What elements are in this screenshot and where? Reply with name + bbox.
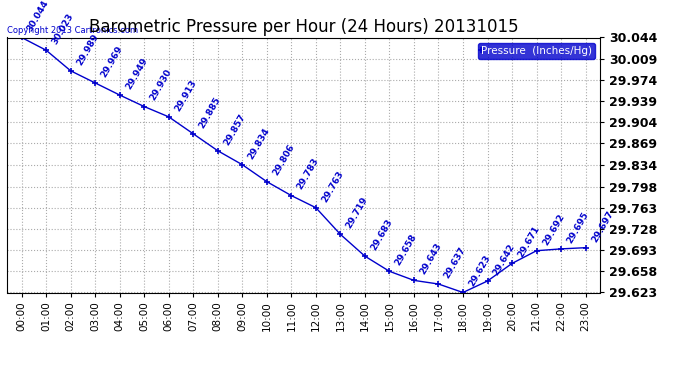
- Pressure  (Inches/Hg): [17, 35, 26, 40]
- Text: 29.783: 29.783: [295, 157, 321, 191]
- Text: 29.671: 29.671: [516, 225, 542, 259]
- Text: 29.642: 29.642: [492, 242, 517, 277]
- Text: 29.989: 29.989: [75, 32, 100, 67]
- Text: 29.763: 29.763: [320, 169, 345, 204]
- Pressure  (Inches/Hg): [42, 48, 50, 52]
- Text: 29.806: 29.806: [271, 143, 296, 177]
- Text: 29.857: 29.857: [222, 112, 247, 147]
- Pressure  (Inches/Hg): [484, 279, 492, 283]
- Pressure  (Inches/Hg): [66, 69, 75, 73]
- Pressure  (Inches/Hg): [533, 249, 541, 253]
- Pressure  (Inches/Hg): [410, 278, 418, 283]
- Text: 30.023: 30.023: [50, 12, 75, 46]
- Text: 29.623: 29.623: [467, 254, 493, 288]
- Pressure  (Inches/Hg): [189, 132, 197, 136]
- Pressure  (Inches/Hg): [214, 148, 222, 153]
- Legend: Pressure  (Inches/Hg): Pressure (Inches/Hg): [478, 43, 595, 59]
- Line: Pressure  (Inches/Hg): Pressure (Inches/Hg): [18, 34, 589, 296]
- Pressure  (Inches/Hg): [115, 93, 124, 97]
- Text: 29.683: 29.683: [369, 217, 394, 252]
- Pressure  (Inches/Hg): [287, 194, 295, 198]
- Text: 29.643: 29.643: [418, 242, 444, 276]
- Pressure  (Inches/Hg): [434, 282, 442, 286]
- Text: 29.658: 29.658: [393, 232, 419, 267]
- Pressure  (Inches/Hg): [263, 179, 271, 184]
- Pressure  (Inches/Hg): [459, 290, 467, 295]
- Text: 29.697: 29.697: [590, 209, 615, 243]
- Pressure  (Inches/Hg): [557, 247, 565, 251]
- Text: 30.044: 30.044: [26, 0, 51, 33]
- Pressure  (Inches/Hg): [91, 81, 99, 85]
- Text: 29.692: 29.692: [541, 212, 566, 246]
- Text: Copyright 2013 Cartronics.com: Copyright 2013 Cartronics.com: [7, 26, 138, 35]
- Text: 29.913: 29.913: [173, 78, 198, 112]
- Pressure  (Inches/Hg): [312, 206, 320, 210]
- Text: 29.719: 29.719: [344, 195, 370, 230]
- Pressure  (Inches/Hg): [336, 232, 344, 237]
- Pressure  (Inches/Hg): [508, 261, 516, 266]
- Pressure  (Inches/Hg): [238, 162, 246, 167]
- Text: 29.969: 29.969: [99, 44, 125, 79]
- Title: Barometric Pressure per Hour (24 Hours) 20131015: Barometric Pressure per Hour (24 Hours) …: [89, 18, 518, 36]
- Text: 29.695: 29.695: [565, 210, 591, 245]
- Pressure  (Inches/Hg): [361, 254, 369, 258]
- Text: 29.949: 29.949: [124, 56, 149, 91]
- Text: 29.834: 29.834: [246, 126, 272, 160]
- Pressure  (Inches/Hg): [140, 104, 148, 109]
- Pressure  (Inches/Hg): [582, 245, 590, 250]
- Text: 29.637: 29.637: [442, 245, 468, 280]
- Pressure  (Inches/Hg): [165, 115, 173, 119]
- Text: 29.885: 29.885: [197, 95, 223, 130]
- Pressure  (Inches/Hg): [385, 269, 393, 273]
- Text: 29.930: 29.930: [148, 68, 174, 102]
